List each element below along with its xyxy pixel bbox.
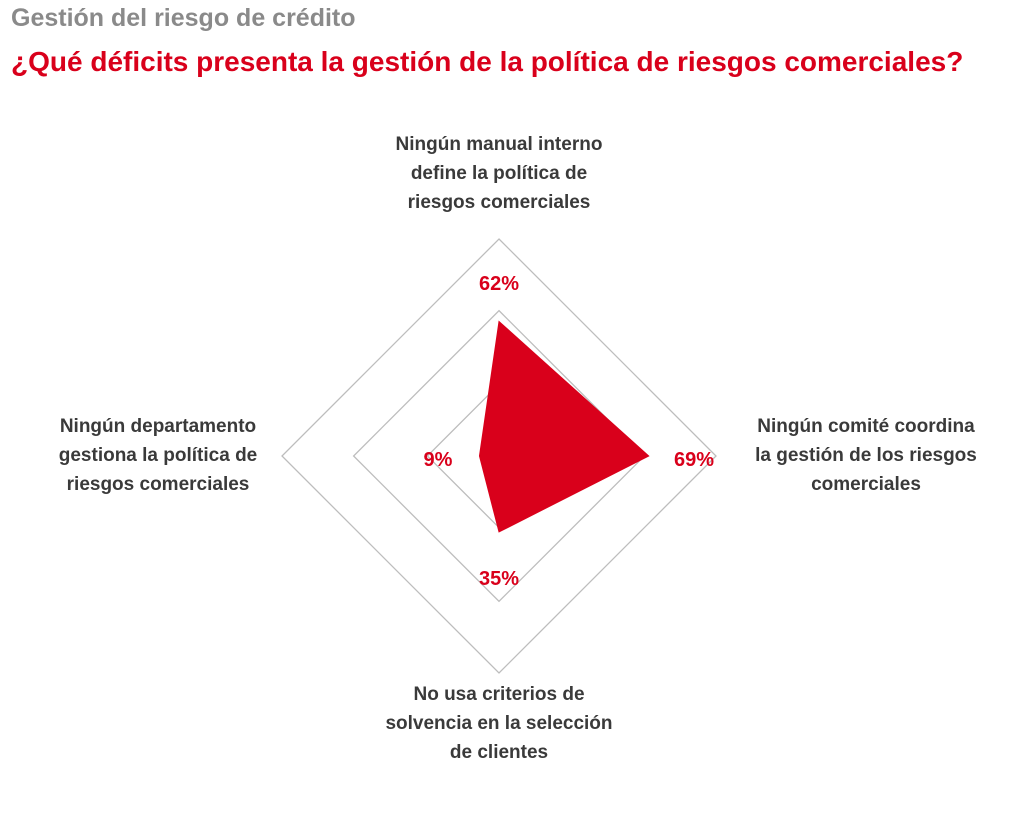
axis-label-line: Ningún manual interno: [396, 134, 603, 155]
axis-label-line: gestiona la política de: [59, 445, 258, 466]
data-polygon: [478, 320, 650, 533]
axis-label-line: de clientes: [450, 742, 548, 763]
axis-label-line: define la política de: [411, 163, 587, 184]
axis-label-line: No usa criterios de: [413, 684, 584, 705]
axis-label-1: Ningún manual interno define la política …: [396, 134, 603, 213]
axis-label-line: la gestión de los riesgos: [755, 445, 977, 466]
value-label-4: 9%: [424, 449, 453, 471]
chart-subtitle: ¿Qué déficits presenta la gestión de la …: [11, 46, 964, 77]
axis-label-line: riesgos comerciales: [408, 192, 591, 213]
value-label-3: 35%: [479, 568, 519, 590]
grid-ring-2: [352, 309, 646, 603]
axis-label-line: comerciales: [811, 474, 921, 495]
value-label-2: 69%: [674, 449, 714, 471]
axis-label-4: Ningún departamento gestiona la política …: [59, 416, 258, 495]
axis-label-line: solvencia en la selección: [385, 713, 612, 734]
chart-title: Gestión del riesgo de crédito: [11, 4, 356, 32]
value-label-1: 62%: [479, 273, 519, 295]
axis-label-line: Ningún comité coordina: [757, 416, 975, 437]
axis-label-3: No usa criterios de solvencia en la selec…: [385, 684, 612, 763]
axis-label-2: Ningún comité coordina la gestión de los …: [755, 416, 977, 495]
axis-label-line: riesgos comerciales: [67, 474, 250, 495]
grid-ring-3: [281, 238, 717, 674]
axis-label-line: Ningún departamento: [60, 416, 256, 437]
